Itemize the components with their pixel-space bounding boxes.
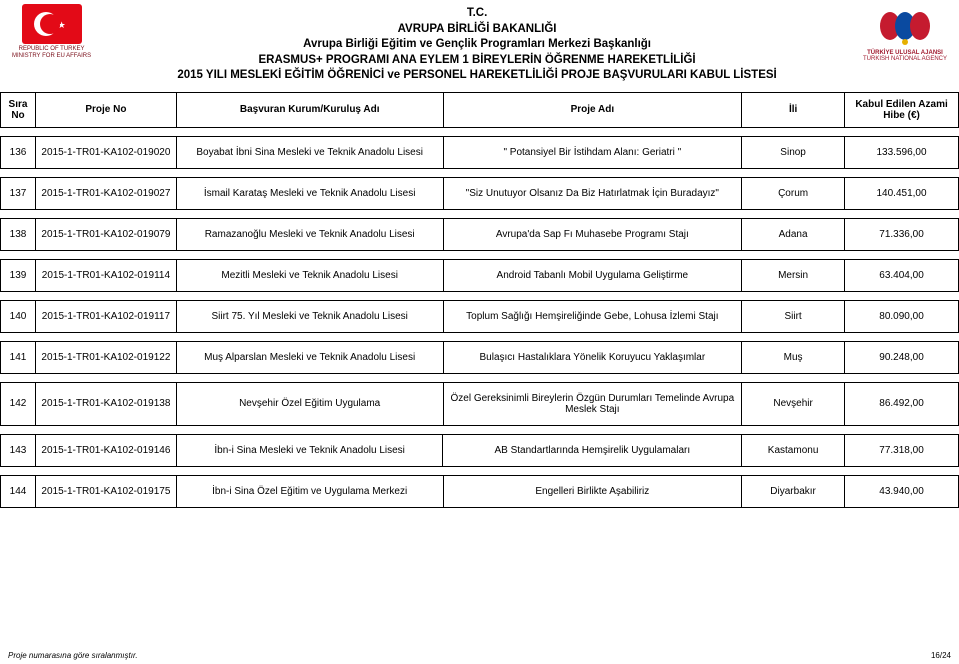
title-line2: AVRUPA BİRLİĞİ BAKANLIĞI — [177, 22, 776, 38]
table-row: 1442015-1-TR01-KA102-019175İbn-i Sina Öz… — [0, 475, 959, 508]
cell-proje-adi: " Potansiyel Bir İstihdam Alanı: Geriatr… — [443, 136, 742, 168]
cell-hibe: 90.248,00 — [845, 341, 959, 373]
cell-hibe: 86.492,00 — [845, 382, 959, 425]
cell-sira: 138 — [1, 218, 36, 250]
cell-proje-adi: Toplum Sağlığı Hemşireliğinde Gebe, Lohu… — [443, 300, 742, 332]
cell-kurum: Muş Alparslan Mesleki ve Teknik Anadolu … — [176, 341, 443, 373]
cell-proje-no: 2015-1-TR01-KA102-019079 — [35, 218, 176, 250]
cell-kurum: Boyabat İbni Sina Mesleki ve Teknik Anad… — [176, 136, 443, 168]
cell-kurum: İbn-i Sina Mesleki ve Teknik Anadolu Lis… — [176, 434, 443, 466]
left-sub1: REPUBLIC OF TURKEY — [12, 46, 91, 53]
cell-sira: 144 — [1, 475, 36, 507]
cell-sira: 139 — [1, 259, 36, 291]
rows-container: 1362015-1-TR01-KA102-019020Boyabat İbni … — [0, 136, 959, 508]
table-row: 1412015-1-TR01-KA102-019122Muş Alparslan… — [0, 341, 959, 374]
right-logo: TÜRKİYE ULUSAL AJANSI TURKISH NATIONAL A… — [863, 4, 947, 62]
right-sub: TURKISH NATIONAL AGENCY — [863, 56, 947, 62]
cell-proje-no: 2015-1-TR01-KA102-019138 — [35, 382, 176, 425]
col-adi: Proje Adı — [443, 92, 742, 127]
cell-proje-no: 2015-1-TR01-KA102-019117 — [35, 300, 176, 332]
table-row: 1392015-1-TR01-KA102-019114Mezitli Mesle… — [0, 259, 959, 292]
title-line5: 2015 YILI MESLEKİ EĞİTİM ÖĞRENİCİ ve PER… — [177, 68, 776, 84]
cell-proje-no: 2015-1-TR01-KA102-019175 — [35, 475, 176, 507]
cell-ili: Sinop — [742, 136, 845, 168]
cell-kurum: Nevşehir Özel Eğitim Uygulama — [176, 382, 443, 425]
cell-sira: 140 — [1, 300, 36, 332]
cell-proje-adi: Engelleri Birlikte Aşabiliriz — [443, 475, 742, 507]
cell-kurum: Mezitli Mesleki ve Teknik Anadolu Lisesi — [176, 259, 443, 291]
table-row: 1372015-1-TR01-KA102-019027İsmail Karata… — [0, 177, 959, 210]
table-row: 1382015-1-TR01-KA102-019079Ramazanoğlu M… — [0, 218, 959, 251]
cell-proje-adi: "Siz Unutuyor Olsanız Da Biz Hatırlatmak… — [443, 177, 742, 209]
cell-kurum: Siirt 75. Yıl Mesleki ve Teknik Anadolu … — [176, 300, 443, 332]
table-row: 1432015-1-TR01-KA102-019146İbn-i Sina Me… — [0, 434, 959, 467]
cell-proje-adi: AB Standartlarında Hemşirelik Uygulamala… — [443, 434, 742, 466]
title-line4: ERASMUS+ PROGRAMI ANA EYLEM 1 BİREYLERİN… — [177, 53, 776, 69]
cell-kurum: Ramazanoğlu Mesleki ve Teknik Anadolu Li… — [176, 218, 443, 250]
cell-kurum: İsmail Karataş Mesleki ve Teknik Anadolu… — [176, 177, 443, 209]
cell-ili: Siirt — [742, 300, 845, 332]
table-row: 1402015-1-TR01-KA102-019117Siirt 75. Yıl… — [0, 300, 959, 333]
cell-proje-no: 2015-1-TR01-KA102-019146 — [35, 434, 176, 466]
agency-logo-icon — [870, 4, 940, 48]
cell-ili: Adana — [742, 218, 845, 250]
column-header-row: Sıra No Proje No Başvuran Kurum/Kuruluş … — [0, 92, 959, 128]
table-row: 1422015-1-TR01-KA102-019138Nevşehir Özel… — [0, 382, 959, 426]
cell-proje-adi: Avrupa'da Sap Fı Muhasebe Programı Stajı — [443, 218, 742, 250]
title-line3: Avrupa Birliği Eğitim ve Gençlik Program… — [177, 37, 776, 53]
cell-hibe: 63.404,00 — [845, 259, 959, 291]
page-number: 16/24 — [931, 651, 951, 660]
cell-sira: 141 — [1, 341, 36, 373]
cell-proje-adi: Android Tabanlı Mobil Uygulama Geliştirm… — [443, 259, 742, 291]
cell-proje-adi: Bulaşıcı Hastalıklara Yönelik Koruyucu Y… — [443, 341, 742, 373]
cell-hibe: 77.318,00 — [845, 434, 959, 466]
cell-hibe: 71.336,00 — [845, 218, 959, 250]
cell-ili: Mersin — [742, 259, 845, 291]
cell-ili: Kastamonu — [742, 434, 845, 466]
cell-proje-no: 2015-1-TR01-KA102-019114 — [35, 259, 176, 291]
cell-hibe: 43.940,00 — [845, 475, 959, 507]
cell-proje-no: 2015-1-TR01-KA102-019027 — [35, 177, 176, 209]
left-logo: ★ REPUBLIC OF TURKEY MINISTRY FOR EU AFF… — [12, 4, 91, 59]
turkish-flag-icon: ★ — [22, 4, 82, 44]
title-block: T.C. AVRUPA BİRLİĞİ BAKANLIĞI Avrupa Bir… — [177, 4, 776, 84]
cell-sira: 142 — [1, 382, 36, 425]
left-sub2: MINISTRY FOR EU AFFAIRS — [12, 53, 91, 60]
footer: Proje numarasına göre sıralanmıştır. 16/… — [8, 651, 951, 660]
cell-ili: Diyarbakır — [742, 475, 845, 507]
cell-sira: 137 — [1, 177, 36, 209]
col-sira: Sıra No — [1, 92, 36, 127]
footer-note: Proje numarasına göre sıralanmıştır. — [8, 651, 138, 660]
table-row: 1362015-1-TR01-KA102-019020Boyabat İbni … — [0, 136, 959, 169]
cell-ili: Çorum — [742, 177, 845, 209]
cell-ili: Nevşehir — [742, 382, 845, 425]
cell-hibe: 80.090,00 — [845, 300, 959, 332]
cell-sira: 143 — [1, 434, 36, 466]
cell-kurum: İbn-i Sina Özel Eğitim ve Uygulama Merke… — [176, 475, 443, 507]
col-ili: İli — [742, 92, 845, 127]
cell-hibe: 140.451,00 — [845, 177, 959, 209]
cell-proje-no: 2015-1-TR01-KA102-019020 — [35, 136, 176, 168]
col-proje: Proje No — [35, 92, 176, 127]
title-line1: T.C. — [177, 6, 776, 22]
col-kurum: Başvuran Kurum/Kuruluş Adı — [176, 92, 443, 127]
cell-sira: 136 — [1, 136, 36, 168]
header: ★ REPUBLIC OF TURKEY MINISTRY FOR EU AFF… — [0, 0, 959, 84]
cell-hibe: 133.596,00 — [845, 136, 959, 168]
col-hibe: Kabul Edilen Azami Hibe (€) — [845, 92, 959, 127]
cell-proje-adi: Özel Gereksinimli Bireylerin Özgün Durum… — [443, 382, 742, 425]
cell-proje-no: 2015-1-TR01-KA102-019122 — [35, 341, 176, 373]
cell-ili: Muş — [742, 341, 845, 373]
